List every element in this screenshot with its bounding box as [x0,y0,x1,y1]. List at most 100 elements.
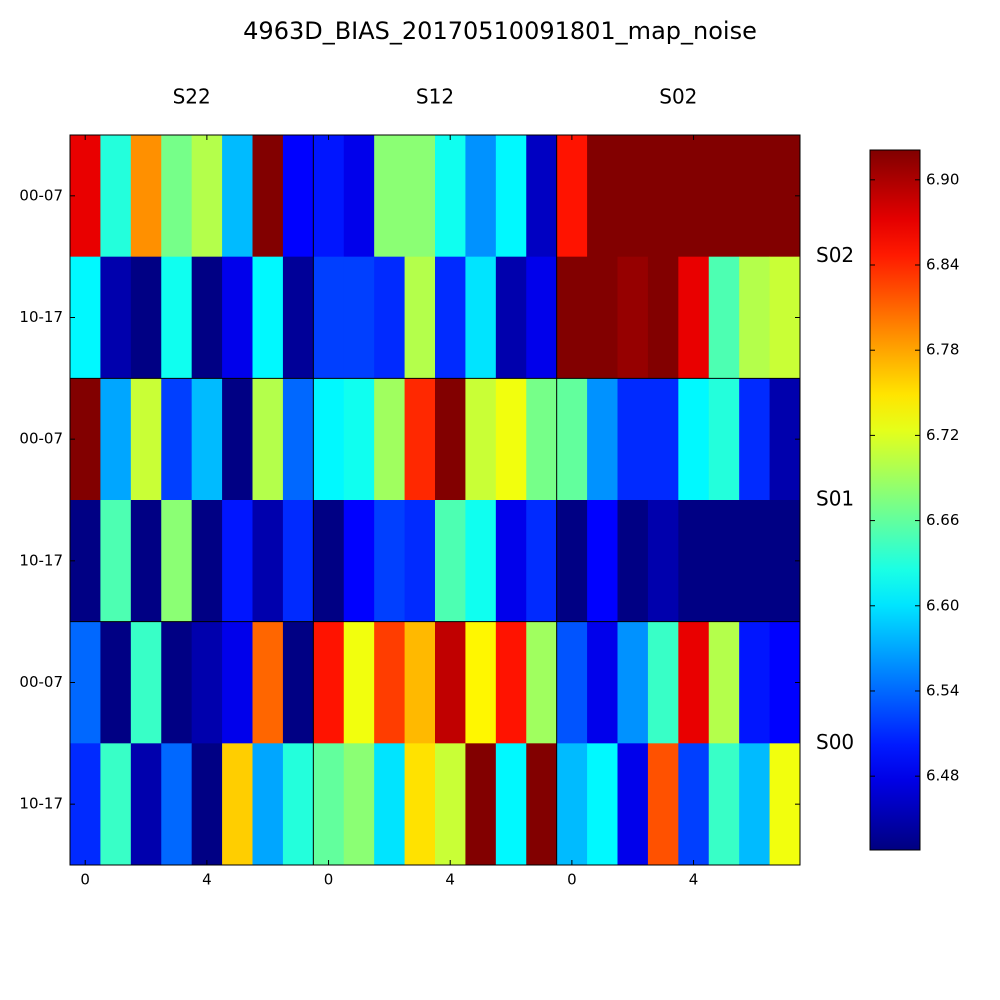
y-tick-label: 00-07 [19,430,63,448]
heatmap-cell [130,135,162,258]
heatmap-cell [556,135,588,258]
heatmap-cell [404,378,436,501]
x-tick-label: 4 [689,871,699,889]
heatmap-cell [495,256,527,379]
heatmap-cell [587,621,618,744]
heatmap-cell [617,743,649,866]
heatmap-cell [161,621,193,744]
heatmap-cell [343,135,375,258]
heatmap-cell [70,256,101,379]
heatmap-cell [374,743,406,866]
heatmap-cell [374,378,406,501]
heatmap-cell [70,135,101,258]
heatmap-cell [465,621,497,744]
colorbar-tick-label: 6.72 [926,426,959,444]
heatmap-cell [678,256,710,379]
heatmap-cell [313,500,345,623]
x-tick-label: 4 [445,871,455,889]
heatmap-cell [556,743,588,866]
column-group-label: S22 [173,85,211,109]
row-group-label: S00 [816,730,854,754]
colorbar-tick-label: 6.48 [926,767,959,785]
heatmap-cell [404,500,436,623]
heatmap-cell [222,256,253,379]
heatmap-cell [343,621,375,744]
heatmap-cell [191,743,223,866]
heatmap-cell [556,500,588,623]
heatmap-cell [282,256,314,379]
plot-frame [69,134,801,866]
heatmap-cell [222,378,253,501]
heatmap-cell [161,500,193,623]
colorbar [869,149,921,851]
heatmap-cell [374,500,406,623]
heatmap-cell [70,500,101,623]
heatmap-cell [343,500,375,623]
heatmap-cell [282,135,314,258]
heatmap-cell [374,135,406,258]
heatmap-cell [708,500,740,623]
heatmap-cell [556,256,588,379]
x-tick-label: 0 [324,871,334,889]
heatmap-cell [526,378,558,501]
heatmap-cell [495,378,527,501]
colorbar-tick-label: 6.54 [926,681,959,699]
heatmap-cell [252,378,284,501]
heatmap-cell [282,743,314,866]
heatmap-cell [708,256,740,379]
heatmap-cell [647,378,679,501]
heatmap-cell [282,500,314,623]
heatmap-cell [222,500,253,623]
heatmap-cell [70,743,101,866]
heatmap-cell [374,621,406,744]
heatmap-cell [130,378,162,501]
heatmap-cell [222,135,253,258]
heatmap-cell [465,135,497,258]
heatmap-cell [739,500,771,623]
colorbar-tick-label: 6.90 [926,170,959,188]
heatmap-cell [435,743,466,866]
heatmap-cell [191,256,223,379]
heatmap-cell [70,621,101,744]
heatmap-cell [435,621,466,744]
heatmap-cell [526,135,558,258]
heatmap-cell [191,135,223,258]
heatmap-cell [617,500,649,623]
heatmap-cell [708,135,740,258]
x-tick-label: 0 [80,871,90,889]
heatmap-cell [647,256,679,379]
heatmap-cell [739,743,771,866]
y-tick-label: 10-17 [19,551,63,569]
heatmap-cell [587,256,618,379]
heatmap-cell [282,378,314,501]
colorbar-tick-label: 6.84 [926,256,959,274]
heatmap-cell [465,743,497,866]
colorbar-tick-label: 6.60 [926,596,959,614]
y-tick-label: 00-07 [19,186,63,204]
heatmap-cell [130,500,162,623]
y-tick-label: 10-17 [19,308,63,326]
heatmap-cell [708,378,740,501]
heatmap-cell [647,500,679,623]
heatmap-cell [708,621,740,744]
heatmap-cell [556,621,588,744]
heatmap-cell [313,256,345,379]
heatmap-cell [678,135,710,258]
heatmap-cell [617,378,649,501]
colorbar-tick-label: 6.78 [926,341,959,359]
heatmap-cell [435,135,466,258]
heatmap-cell [617,256,649,379]
heatmap-cell [678,378,710,501]
heatmap-cell [495,743,527,866]
heatmap-cell [647,135,679,258]
heatmap-cell [313,621,345,744]
heatmap-cell [587,135,618,258]
heatmap-cell [404,743,436,866]
heatmap-cell [252,135,284,258]
heatmap-cell [739,621,771,744]
heatmap-cell [161,256,193,379]
heatmap-cell [435,500,466,623]
heatmap-cell [100,256,132,379]
column-group-label: S02 [659,85,697,109]
row-group-label: S01 [816,487,854,511]
